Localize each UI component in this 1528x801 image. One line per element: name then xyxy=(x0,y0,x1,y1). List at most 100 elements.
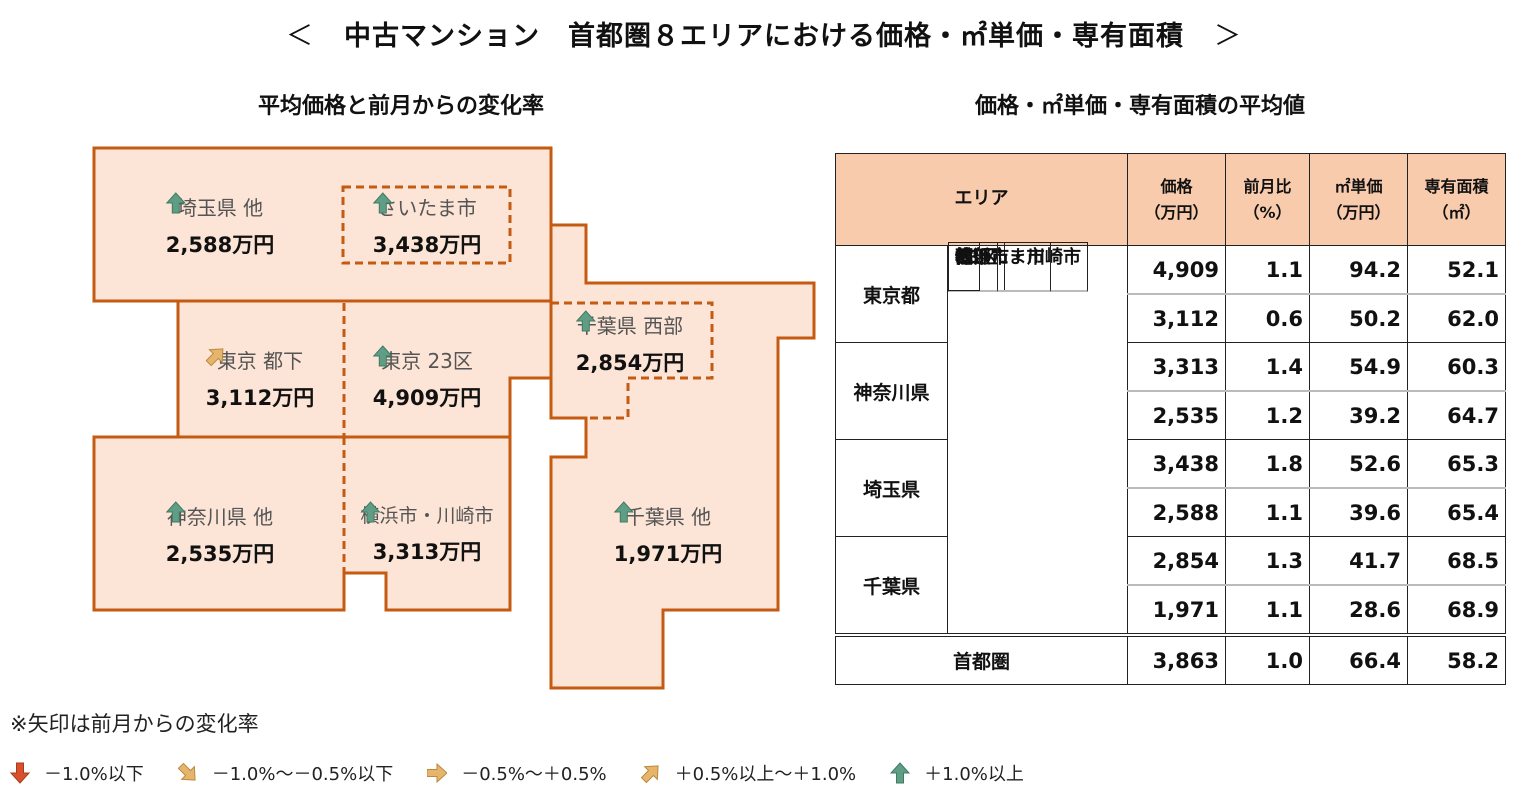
area-name: 千葉県 他 xyxy=(624,505,712,529)
area-tokyo-suburbs: 東京 都下 3,112万円 xyxy=(205,345,315,412)
area-chiba-west: 千葉県 西部 2,854万円 xyxy=(575,310,685,377)
mom-cell: 1.1 xyxy=(1225,584,1310,636)
arrow-up-icon xyxy=(372,192,393,214)
unit-price-cell: 66.4 xyxy=(1309,633,1408,685)
floor-area-cell: 68.9 xyxy=(1407,584,1506,636)
unit-price-cell: 41.7 xyxy=(1309,536,1408,586)
area-price: 2,535万円 xyxy=(165,542,275,566)
area-yokohama-kawasaki: 横浜市・川崎市 3,313万円 xyxy=(360,501,494,566)
mom-cell: 1.1 xyxy=(1225,245,1310,295)
legend-label: ＋1.0%以上 xyxy=(924,764,1024,785)
header-area: エリア xyxy=(835,153,1128,246)
legend: －1.0%以下 －1.0%～－0.5%以下 －0.5%～＋0.5% ＋0.5%以… xyxy=(10,760,1058,786)
arrow-up-icon xyxy=(575,310,596,332)
pref-cell: 埼玉県 xyxy=(835,439,948,537)
legend-label: －1.0%～－0.5%以下 xyxy=(211,764,394,785)
sub-area-cell: 他 xyxy=(948,241,980,291)
table-header-row: エリア 価格 （万円） 前月比 （%） ㎡単価 （万円） 専有面積 （㎡） xyxy=(835,153,1506,246)
unit-price-cell: 28.6 xyxy=(1309,584,1408,636)
arrow-up-icon xyxy=(165,192,186,214)
price-cell: 1,971 xyxy=(1127,584,1226,636)
unit-price-cell: 39.6 xyxy=(1309,487,1408,537)
mom-cell: 0.6 xyxy=(1225,293,1310,343)
mom-cell: 1.0 xyxy=(1225,633,1310,685)
arrow-up-icon xyxy=(165,501,186,523)
table-total-row: 首都圏 3,863 1.0 66.4 58.2 xyxy=(835,633,1506,685)
arrow-up-icon xyxy=(890,762,911,784)
floor-area-cell: 64.7 xyxy=(1407,390,1506,440)
arrow-up-icon xyxy=(372,345,393,367)
mom-cell: 1.8 xyxy=(1225,439,1310,489)
area-name: 埼玉県 他 xyxy=(176,196,264,220)
area-name: 神奈川県 他 xyxy=(166,505,274,529)
mom-cell: 1.1 xyxy=(1225,487,1310,537)
unit-price-cell: 39.2 xyxy=(1309,390,1408,440)
area-price: 3,112万円 xyxy=(205,386,315,410)
floor-area-cell: 60.3 xyxy=(1407,342,1506,392)
legend-item: －0.5%～＋0.5% xyxy=(427,760,607,786)
floor-area-cell: 68.5 xyxy=(1407,536,1506,586)
price-cell: 2,588 xyxy=(1127,487,1226,537)
area-chiba-other: 千葉県 他 1,971万円 xyxy=(613,501,723,568)
header-unit-price: ㎡単価 （万円） xyxy=(1309,153,1408,246)
table-row: 東京都 23区 4,909 1.1 94.2 52.1 xyxy=(835,241,1506,343)
title-left-bracket: ＜ xyxy=(286,21,314,52)
area-price: 4,909万円 xyxy=(372,386,482,410)
table-row: 埼玉県 さいたま市 3,438 1.8 52.6 65.3 xyxy=(835,241,1506,537)
region-map: 埼玉県 他 2,588万円 さいたま市 3,438万円 東京 都下 3,112万… xyxy=(0,0,830,700)
table-row: 神奈川県 横浜市・川崎市 3,313 1.4 54.9 60.3 xyxy=(835,241,1506,440)
arrow-up-right-icon xyxy=(640,765,659,784)
area-saitama-city: さいたま市 3,438万円 xyxy=(372,192,482,259)
table-row: 他 2,535 1.2 39.2 64.7 xyxy=(836,241,1506,440)
region-saitama[interactable] xyxy=(92,146,553,303)
mom-cell: 1.2 xyxy=(1225,390,1310,440)
area-price: 2,854万円 xyxy=(575,351,685,375)
unit-price-cell: 94.2 xyxy=(1309,245,1408,295)
region-map-shapes xyxy=(92,146,816,690)
mom-cell: 1.4 xyxy=(1225,342,1310,392)
legend-label: －0.5%～＋0.5% xyxy=(461,764,607,785)
arrow-down-icon xyxy=(10,762,30,784)
price-cell: 2,535 xyxy=(1127,390,1226,440)
price-cell: 2,854 xyxy=(1127,536,1226,586)
pref-cell: 千葉県 xyxy=(835,536,948,636)
price-cell: 3,313 xyxy=(1127,342,1226,392)
pref-cell: 東京都 xyxy=(835,245,948,343)
header-floor-area: 専有面積 （㎡） xyxy=(1407,153,1506,246)
legend-label: ＋0.5%以上～＋1.0% xyxy=(674,764,857,785)
header-mom: 前月比 （%） xyxy=(1225,153,1310,246)
floor-area-cell: 62.0 xyxy=(1407,293,1506,343)
area-price: 1,971万円 xyxy=(613,542,723,566)
region-chiba-west-outline xyxy=(551,301,714,420)
area-kanagawa-other: 神奈川県 他 2,535万円 xyxy=(165,501,275,568)
arrow-up-icon xyxy=(360,501,381,523)
legend-item: －1.0%～－0.5%以下 xyxy=(177,760,394,786)
floor-area-cell: 52.1 xyxy=(1407,245,1506,295)
price-cell: 3,112 xyxy=(1127,293,1226,343)
area-saitama-other: 埼玉県 他 2,588万円 xyxy=(165,192,275,259)
area-name: さいたま市 xyxy=(377,196,477,220)
header-price: 価格 （万円） xyxy=(1127,153,1226,246)
area-name: 横浜市・川崎市 xyxy=(360,505,494,527)
region-chiba[interactable] xyxy=(549,223,816,690)
pref-cell: 神奈川県 xyxy=(835,342,948,440)
area-price: 3,313万円 xyxy=(372,540,482,564)
area-name: 東京 23区 xyxy=(381,349,473,373)
title-text: 中古マンション 首都圏８エリアにおける価格・㎡単価・専有面積 xyxy=(344,21,1184,52)
region-saitama-city-outline xyxy=(341,185,512,265)
table-row: 他 1,971 1.1 28.6 68.9 xyxy=(836,241,1506,636)
legend-label: －1.0%以下 xyxy=(44,764,144,785)
arrow-right-icon xyxy=(427,762,448,784)
arrow-note: ※矢印は前月からの変化率 xyxy=(10,712,259,736)
data-table: エリア 価格 （万円） 前月比 （%） ㎡単価 （万円） 専有面積 （㎡） 東京都 23… xyxy=(835,153,1506,685)
region-kanagawa[interactable] xyxy=(92,435,512,612)
floor-area-cell: 58.2 xyxy=(1407,633,1506,685)
legend-item: ＋0.5%以上～＋1.0% xyxy=(640,760,857,786)
floor-area-cell: 65.4 xyxy=(1407,487,1506,537)
area-price: 3,438万円 xyxy=(372,233,482,257)
area-tokyo-23: 東京 23区 4,909万円 xyxy=(372,345,482,412)
area-price: 2,588万円 xyxy=(165,233,275,257)
table-subtitle: 価格・㎡単価・専有面積の平均値 xyxy=(975,94,1306,119)
unit-price-cell: 50.2 xyxy=(1309,293,1408,343)
total-label-cell: 首都圏 xyxy=(835,633,1128,685)
